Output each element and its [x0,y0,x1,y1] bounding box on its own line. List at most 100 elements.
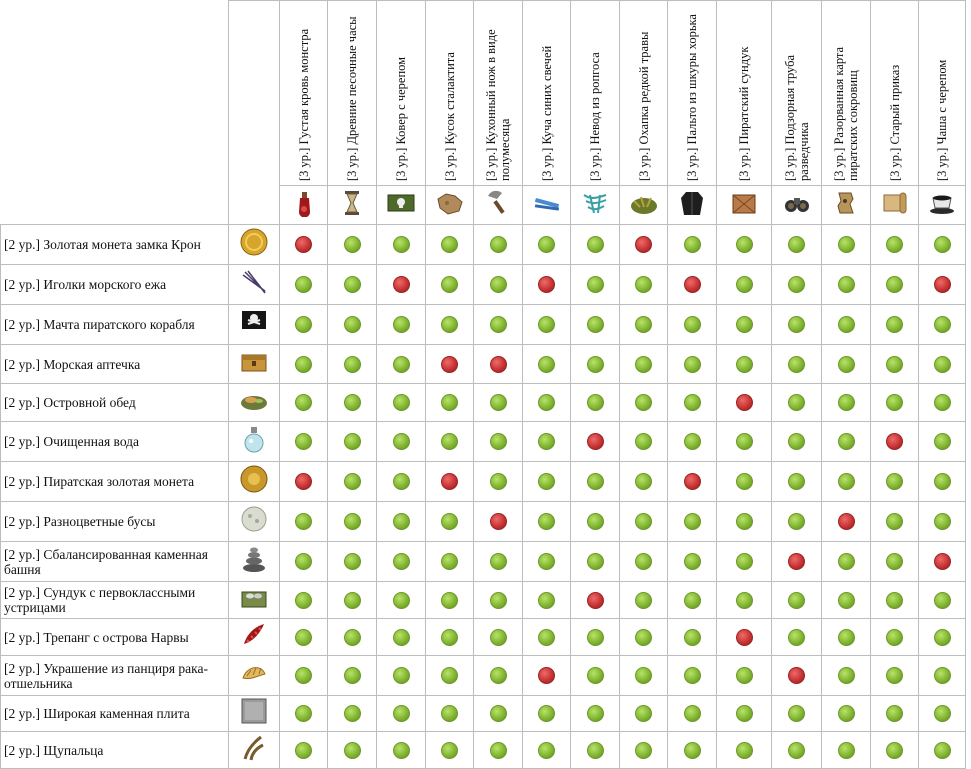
compatibility-cell [570,224,620,265]
green-dot-icon [392,705,410,723]
green-dot-icon [538,433,555,451]
green-dot-icon [683,394,701,412]
compatibility-cell [870,541,919,582]
green-dot-icon [441,628,458,646]
green-dot-icon [343,473,361,491]
compatibility-cell [771,344,822,384]
column-icon-cell [522,185,571,225]
column-icon-cell [870,185,919,225]
compatibility-cell [771,541,822,582]
compatibility-cell [771,461,822,502]
compatibility-cell [716,461,772,502]
compatibility-cell [918,581,966,619]
green-dot-icon [886,473,903,491]
green-dot-icon [343,433,361,451]
compatibility-cell [570,461,620,502]
compatibility-cell [619,731,668,769]
compatibility-cell [522,655,571,696]
green-dot-icon [392,513,410,531]
green-dot-icon [886,394,903,412]
compatibility-cell [327,383,377,422]
green-dot-icon [441,705,458,723]
compatibility-cell [376,304,426,345]
green-dot-icon [489,276,507,294]
row-icon-cell [228,731,280,769]
column-header: [3 ур.] Невод из ропгоса [570,0,620,186]
compatibility-cell [376,581,426,619]
compatibility-cell [821,618,871,656]
green-dot-icon [886,667,903,685]
compatibility-cell [821,421,871,462]
red-dot-icon [392,276,410,294]
compatibility-cell [327,461,377,502]
green-dot-icon [538,591,555,609]
compatibility-cell [619,695,668,732]
compatibility-cell [279,304,328,345]
green-dot-icon [586,667,604,685]
compatibility-cell [821,461,871,502]
compatibility-cell [667,731,717,769]
compatibility-cell [425,618,474,656]
pirate-flag-icon [239,307,269,337]
table-row: [2 ур.] Трепанг с острова Нарвы [0,618,966,656]
compatibility-cell [821,695,871,732]
compatibility-cell [473,655,523,696]
compatibility-cell [279,461,328,502]
compatibility-cell [771,264,822,305]
green-dot-icon [441,553,458,571]
compatibility-cell [425,501,474,542]
compatibility-cell [279,344,328,384]
compatibility-cell [771,618,822,656]
compatibility-cell [279,383,328,422]
green-dot-icon [343,741,361,759]
compatibility-cell [376,264,426,305]
compatibility-cell [327,581,377,619]
compatibility-cell [821,304,871,345]
table-row: [2 ур.] Островной обед [0,383,966,422]
green-dot-icon [586,473,604,491]
column-header: [3 ур.] Древние песочные часы [327,0,377,186]
compatibility-cell [279,731,328,769]
red-dot-icon [933,553,951,571]
green-dot-icon [933,394,951,412]
compatibility-cell [522,383,571,422]
green-dot-icon [683,705,701,723]
green-dot-icon [837,355,855,373]
compatibility-cell [425,264,474,305]
green-dot-icon [635,705,652,723]
column-header: [3 ур.] Ковер с черепом [376,0,426,186]
compatibility-cell [473,383,523,422]
green-dot-icon [788,473,805,491]
compatibility-cell [570,541,620,582]
green-dot-icon [538,628,555,646]
stone-slab-icon [239,696,269,726]
green-dot-icon [392,553,410,571]
table-row: [2 ур.] Украшение из панциря рака-отшель… [0,655,966,696]
green-dot-icon [837,394,855,412]
green-dot-icon [837,553,855,571]
compatibility-cell [570,581,620,619]
compatibility-cell [619,344,668,384]
pirate-chest-icon [729,189,759,217]
compatibility-cell [279,264,328,305]
row-icon-cell [228,655,280,696]
column-header-label: [3 ур.] Старый приказ [887,64,902,181]
compatibility-cell [425,655,474,696]
compatibility-cell [376,731,426,769]
row-label: [2 ур.] Мачта пиратского корабля [0,304,229,345]
green-dot-icon [392,741,410,759]
row-label: [2 ур.] Украшение из панциря рака-отшель… [0,655,229,696]
compatibility-cell [522,618,571,656]
green-dot-icon [735,667,753,685]
green-dot-icon [735,236,753,254]
compatibility-cell [570,655,620,696]
compatibility-cell [619,655,668,696]
compatibility-cell [473,501,523,542]
table-row: [2 ур.] Разноцветные бусы [0,501,966,542]
compatibility-cell [522,501,571,542]
column-icon-cell [473,185,523,225]
red-dot-icon [295,473,312,491]
green-dot-icon [489,667,507,685]
compatibility-cell [279,581,328,619]
green-dot-icon [392,394,410,412]
